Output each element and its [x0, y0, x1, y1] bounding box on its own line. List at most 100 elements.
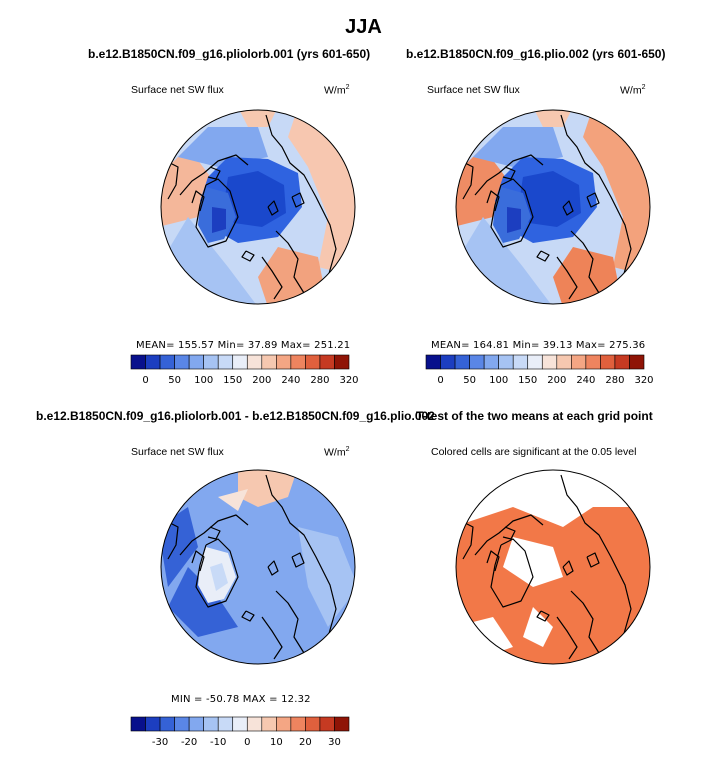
panel-2-colorbar-box-9	[556, 354, 572, 370]
panel-1-colorbar-box-10	[276, 354, 292, 370]
panel-4-coastline-9	[562, 560, 574, 576]
panel-2-colorbar-tick-label-5: 240	[576, 375, 595, 386]
panel-3-colorbar-tick-label-0: -30	[152, 737, 168, 748]
panel-3-coastline-10	[291, 552, 305, 568]
panel-1-pacific-cool	[178, 127, 268, 167]
panel-3-coastline-2	[191, 550, 205, 572]
panel-2-colorbar-tick-label-3: 150	[518, 375, 537, 386]
panel-1-units: W/m2	[324, 84, 350, 97]
panel-1-colorbar-box-2	[159, 354, 175, 370]
panel-4-coastline-2	[486, 550, 500, 572]
panel-1-colorbar-box-6	[217, 354, 234, 370]
panel-3-colorbar-box-10	[276, 716, 292, 732]
panel-2-coastline-7	[556, 256, 578, 300]
panel-1-colorbar-box-12	[305, 354, 321, 370]
panel-2-colorbar-tick-label-2: 100	[489, 375, 508, 386]
panel-3-variable: Surface net SW flux	[131, 446, 224, 458]
panel-3-colorbar-box-3	[174, 716, 190, 732]
panel-3-colorbar-tick-label-1: -20	[181, 737, 197, 748]
panel-1-map	[161, 110, 355, 304]
panel-3-colorbar-tick-label-6: 30	[328, 737, 341, 748]
panel-1-coastline-10	[291, 192, 305, 208]
panel-2-colorbar-box-2	[454, 354, 470, 370]
panel-4-map	[456, 470, 650, 664]
panel-1-coastline-4	[165, 160, 179, 200]
panel-1-coastline-3	[207, 166, 221, 180]
panel-2-colorbar-box-5	[498, 354, 514, 370]
panel-3-coastline-0	[195, 538, 239, 608]
panel-2-variable: Surface net SW flux	[427, 84, 520, 96]
panel-2-map	[456, 110, 650, 304]
panel-3-colorbar-box-12	[305, 716, 321, 732]
panel-3-map	[161, 470, 355, 664]
panel-2-colorbar-box-10	[571, 354, 587, 370]
panel-4-subtitle: Colored cells are significant at the 0.0…	[431, 446, 637, 458]
panel-2-coastline-8	[536, 250, 550, 262]
panel-2-map-border	[455, 109, 651, 305]
panel-1-colorbar-tick-label-0: 0	[142, 375, 148, 386]
panel-4-coastline-0	[490, 538, 534, 608]
panel-3-map-border	[160, 469, 356, 665]
panel-4-coastline-6	[570, 590, 600, 654]
panel-1-colorbar-box-1	[145, 354, 161, 370]
panel-3-colorbar-box-14	[334, 716, 350, 732]
panel-4-title: T-test of the two means at each grid poi…	[416, 409, 653, 423]
panel-1-colorbar-box-14	[334, 354, 350, 370]
panel-3-colorbar-box-6	[217, 716, 234, 732]
panel-2-colorbar-box-0	[425, 354, 441, 370]
panel-3-colorbar-box-1	[145, 716, 161, 732]
panel-4-coastline-3	[502, 526, 516, 540]
panel-1-colorbar-box-0	[130, 354, 146, 370]
panel-1-colorbar-box-13	[319, 354, 335, 370]
panel-3-positive-small	[218, 489, 248, 511]
panel-2-colorbar-tick-label-7: 320	[634, 375, 653, 386]
panel-2-colorbar-box-14	[629, 354, 645, 370]
panel-2-colorbar-tick-label-1: 50	[463, 375, 476, 386]
panel-1-coastline-6	[275, 230, 305, 294]
panel-3-title: b.e12.B1850CN.f09_g16.pliolorb.001 - b.e…	[36, 409, 435, 423]
panel-3-colorbar-tick-label-3: 0	[244, 737, 250, 748]
panel-4-coastline-8	[536, 610, 550, 622]
panel-4-insignificant-south	[523, 607, 553, 647]
panel-1-variable: Surface net SW flux	[131, 84, 224, 96]
panel-3-positive-pacific	[238, 470, 298, 507]
panel-1-colorbar-box-9	[261, 354, 277, 370]
panel-1-stats: MEAN= 155.57 Min= 37.89 Max= 251.21	[136, 340, 351, 351]
panel-2-coastline-3	[502, 166, 516, 180]
panel-1-colorbar-tick-label-2: 100	[194, 375, 213, 386]
panel-1-coastline-9	[267, 200, 279, 216]
panel-2-coastline-4	[460, 160, 474, 200]
panel-3-colorbar-tick-label-5: 20	[299, 737, 312, 748]
panel-3-colorbar-box-4	[188, 716, 204, 732]
panel-2-colorbar-tick-label-4: 200	[547, 375, 566, 386]
panel-1-colorbar-box-7	[232, 354, 248, 370]
panel-2-pacific-cool	[473, 127, 563, 167]
panel-2-colorbar-box-8	[541, 354, 558, 370]
panel-2-colorbar-box-13	[614, 354, 630, 370]
panel-4-coastline-5	[560, 474, 632, 638]
panel-2-colorbar-box-4	[483, 354, 499, 370]
panel-1-colorbar-tick-label-5: 240	[281, 375, 300, 386]
panel-3-units: W/m2	[324, 446, 350, 459]
panel-2-colorbar-box-1	[440, 354, 456, 370]
panel-4-coastline-7	[556, 616, 578, 660]
panel-1-colorbar-box-5	[203, 354, 219, 370]
panel-1-coastline-5	[265, 114, 337, 278]
panel-4-map-border	[455, 469, 651, 665]
panel-3-coastline-3	[207, 526, 221, 540]
panel-1-colorbar-tick-label-7: 320	[339, 375, 358, 386]
panel-1-greenland-core	[212, 207, 226, 233]
panel-3-colorbar-box-13	[319, 716, 335, 732]
panel-2-colorbar-box-3	[469, 354, 485, 370]
panel-2-greenland-core	[507, 207, 521, 233]
panel-3-colorbar-box-9	[261, 716, 277, 732]
panel-2-colorbar-box-11	[585, 354, 601, 370]
panel-1-title: b.e12.B1850CN.f09_g16.pliolorb.001 (yrs …	[88, 47, 371, 61]
panel-1-map-border	[160, 109, 356, 305]
panel-3-strong-atlantic	[168, 567, 238, 637]
panel-3-colorbar-tick-label-2: -10	[210, 737, 226, 748]
panel-3-coastline-7	[261, 616, 283, 660]
panel-2-coastline-9	[562, 200, 574, 216]
panel-2-colorbar-tick-label-6: 280	[605, 375, 624, 386]
